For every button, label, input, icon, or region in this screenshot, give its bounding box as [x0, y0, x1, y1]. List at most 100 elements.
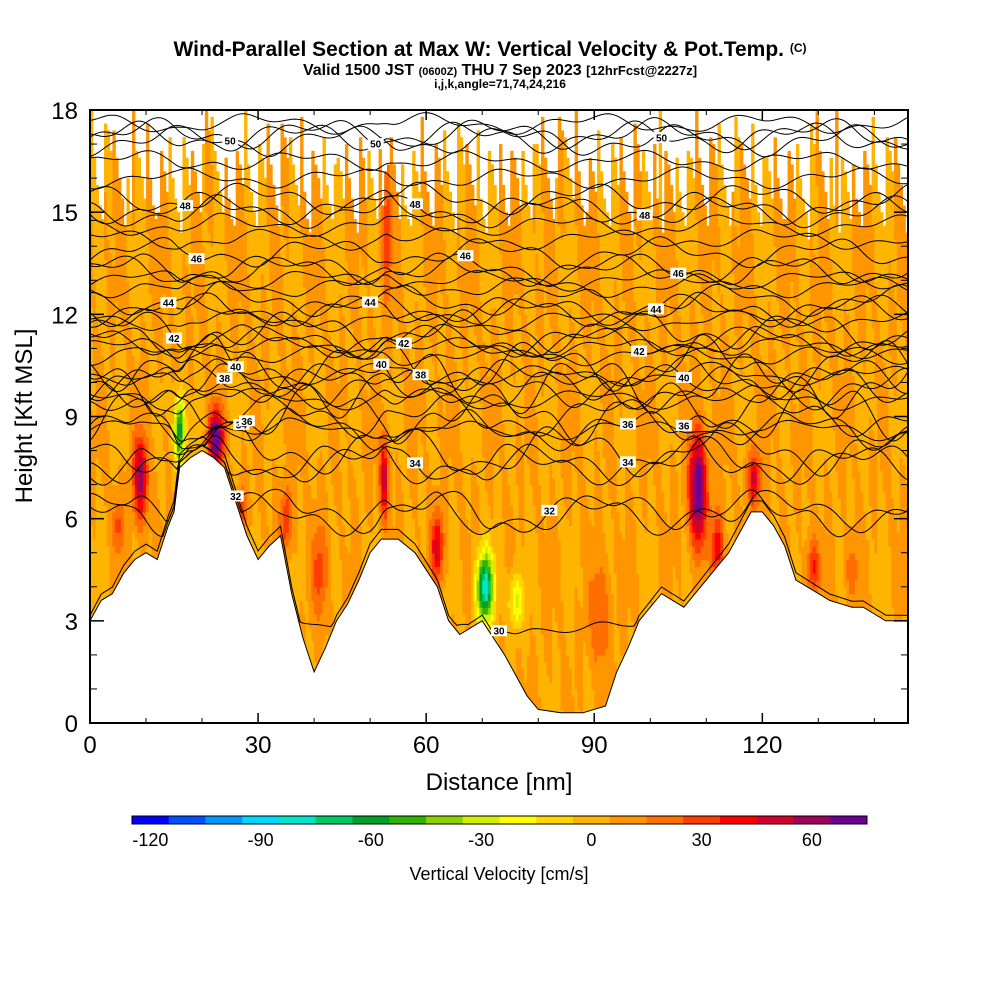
velocity-cell	[692, 545, 696, 561]
velocity-cell	[216, 416, 220, 424]
velocity-cell	[773, 246, 777, 349]
velocity-cell	[821, 307, 825, 527]
velocity-cell	[459, 559, 464, 670]
velocity-cell	[330, 355, 335, 486]
velocity-cell	[440, 532, 444, 561]
velocity-cell	[748, 464, 752, 499]
velocity-cell	[807, 239, 811, 370]
velocity-cell	[655, 307, 660, 418]
velocity-cell	[591, 579, 595, 649]
velocity-cell	[695, 436, 699, 445]
contour-label-34: 34	[622, 458, 634, 469]
velocity-cell	[176, 348, 181, 370]
velocity-cell	[801, 327, 805, 458]
velocity-cell	[751, 232, 755, 356]
x-tick-label: 120	[742, 732, 782, 759]
velocity-cell	[370, 307, 374, 533]
velocity-cell	[384, 171, 388, 206]
velocity-cell	[849, 457, 853, 527]
colorbar-swatch	[720, 816, 758, 824]
isentrope-50	[90, 120, 908, 154]
velocity-cell	[389, 382, 394, 452]
velocity-cell	[751, 123, 755, 234]
velocity-cell	[641, 518, 646, 649]
velocity-cell	[703, 409, 707, 431]
velocity-cell	[902, 334, 906, 465]
velocity-cell	[686, 525, 691, 554]
velocity-cell	[583, 641, 587, 723]
velocity-cell	[224, 157, 228, 261]
velocity-cell	[703, 539, 707, 561]
velocity-cell	[728, 225, 733, 356]
velocity-cell	[821, 171, 825, 309]
velocity-cell	[513, 573, 517, 588]
velocity-cell	[818, 552, 822, 588]
velocity-cell	[364, 198, 368, 288]
velocity-cell	[176, 396, 181, 404]
velocity-cell	[140, 464, 144, 493]
velocity-cell	[893, 518, 898, 642]
colorbar-swatch	[499, 816, 537, 824]
velocity-cell	[484, 232, 489, 363]
velocity-cell	[199, 341, 203, 472]
velocity-cell	[479, 614, 483, 622]
velocity-cell	[484, 614, 489, 622]
velocity-cell	[392, 164, 396, 315]
velocity-cell	[695, 110, 699, 220]
velocity-cell	[695, 464, 699, 513]
velocity-cell	[795, 259, 800, 343]
velocity-cell	[252, 470, 256, 608]
velocity-cell	[521, 620, 525, 670]
velocity-cell	[213, 396, 217, 404]
velocity-cell	[723, 314, 727, 465]
velocity-cell	[776, 178, 780, 302]
velocity-cell	[812, 532, 817, 547]
contour-label-bg	[541, 504, 558, 516]
velocity-cell	[244, 218, 248, 329]
velocity-cell	[636, 355, 640, 465]
velocity-cell	[563, 375, 567, 506]
velocity-cell	[885, 511, 889, 636]
velocity-cell	[316, 307, 321, 458]
velocity-cell	[599, 293, 604, 404]
velocity-cell	[563, 505, 567, 636]
velocity-cell	[619, 416, 623, 533]
velocity-cell	[535, 416, 539, 533]
velocity-cell	[753, 396, 758, 431]
velocity-cell	[611, 389, 615, 520]
velocity-cell	[442, 130, 447, 241]
velocity-cell	[378, 137, 382, 281]
velocity-cell	[706, 225, 710, 356]
colorbar-swatch	[683, 816, 721, 824]
velocity-cell	[252, 341, 256, 472]
velocity-cell	[482, 600, 486, 608]
velocity-cell	[619, 532, 623, 656]
velocity-cell	[132, 457, 136, 486]
contour-labels: 3032323434343636363838404040424242444444…	[160, 131, 692, 638]
velocity-cell	[210, 164, 214, 247]
velocity-cell	[857, 341, 861, 472]
velocity-cell	[218, 416, 223, 424]
isentrope-34	[90, 421, 908, 478]
velocity-cell	[484, 552, 489, 561]
velocity-cell	[487, 607, 492, 615]
velocity-cell	[767, 300, 772, 547]
velocity-cell	[602, 654, 607, 723]
velocity-cell	[493, 307, 497, 452]
velocity-cell	[776, 300, 780, 418]
velocity-cell	[431, 225, 436, 363]
velocity-cell	[428, 212, 433, 343]
velocity-cell	[322, 246, 326, 356]
velocity-cell	[770, 321, 775, 438]
isentrope-34	[90, 435, 908, 486]
velocity-cell	[90, 110, 94, 213]
velocity-cell	[717, 518, 721, 533]
velocity-cell	[490, 518, 494, 547]
velocity-cell	[297, 334, 301, 465]
velocity-cell	[174, 327, 178, 377]
velocity-cell	[801, 457, 805, 547]
velocity-cell	[207, 416, 212, 431]
velocity-cell	[532, 205, 537, 234]
velocity-cell	[252, 212, 256, 343]
velocity-cell	[857, 470, 861, 615]
